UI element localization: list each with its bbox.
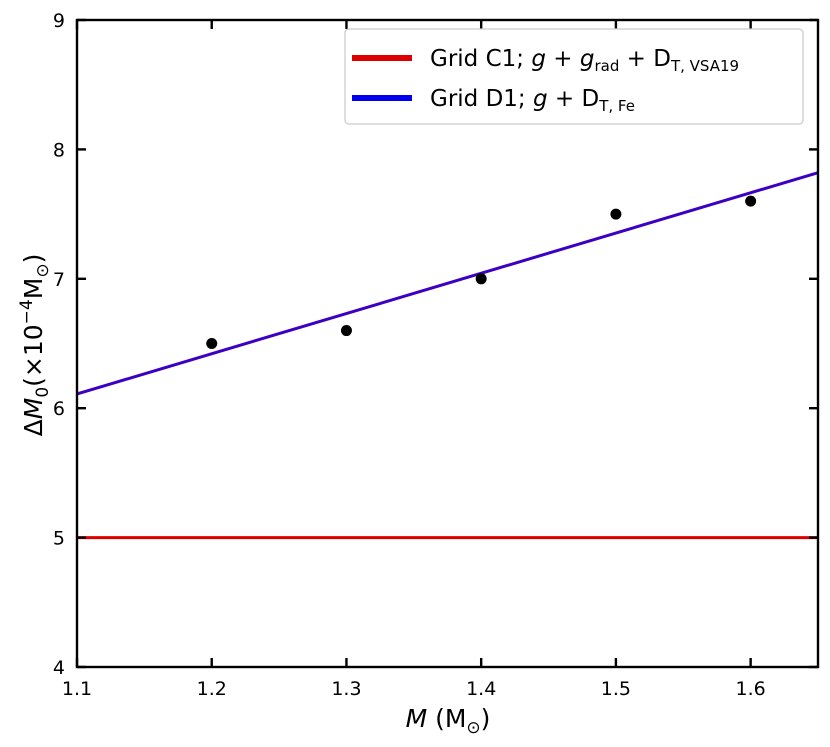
data-point [610, 208, 622, 220]
y-tick-label: 5 [53, 528, 65, 550]
legend-box [344, 28, 804, 125]
y-tick-label: 7 [53, 269, 65, 291]
x-tick-label: 1.4 [466, 678, 496, 700]
plot-frame [75, 18, 820, 669]
data-point [475, 273, 487, 285]
y-tick-label: 4 [53, 657, 65, 679]
y-tick-label: 6 [53, 398, 65, 420]
legend-label-grid-c1: Grid C1; g + grad + DT, VSA19 [430, 46, 739, 75]
x-tick-label: 1.6 [736, 678, 766, 700]
x-tick-labels: 1.1 1.2 1.3 1.4 1.5 1.6 [62, 678, 766, 700]
data-point [745, 195, 757, 207]
legend-label-grid-d1: Grid D1; g + DT, Fe [430, 86, 635, 115]
x-axis-label: M (M⊙) [406, 704, 491, 738]
axis-ticks [75, 18, 818, 669]
x-tick-label: 1.3 [331, 678, 361, 700]
y-axis-label: ΔM0(×10−4M⊙) [17, 254, 53, 437]
data-point [206, 338, 218, 349]
y-tick-label: 8 [53, 139, 65, 161]
legend: Grid C1; g + grad + DT, VSA19 Grid D1; g… [344, 28, 804, 125]
series-line-grid-d1 [76, 171, 819, 396]
y-tick-label: 9 [53, 10, 65, 32]
y-tick-labels: 4 5 6 7 8 9 [53, 10, 65, 679]
x-tick-label: 1.2 [197, 678, 227, 700]
x-tick-label: 1.1 [62, 678, 92, 700]
data-point [340, 325, 352, 337]
scatter-points [206, 195, 757, 349]
x-tick-label: 1.5 [601, 678, 631, 700]
series-layer [76, 171, 819, 540]
